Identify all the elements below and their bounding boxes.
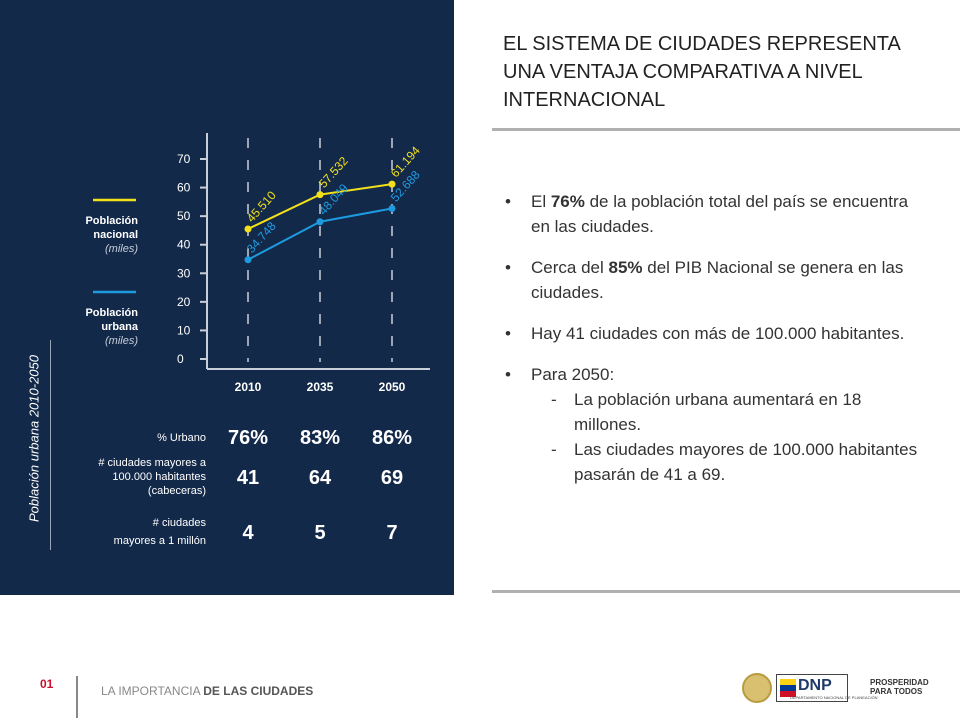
table-row-label: (cabeceras) [148,485,206,497]
dnp-logo-subtitle: DEPARTAMENTO NACIONAL DE PLANEACIÓN [790,695,878,700]
data-label: 34.748 [244,219,279,256]
data-point [388,180,396,188]
data-point [388,204,396,212]
page-number: 01 [40,677,54,691]
legend-label: Población [85,215,138,227]
prosperidad-logo-line1: PROSPERIDAD [870,678,929,687]
y-tick-label: 0 [177,352,184,366]
data-point [316,191,324,199]
table-value: 69 [381,467,403,489]
data-point [244,256,252,264]
table-row-label: mayores a 1 millón [114,535,206,547]
bullet-2050: Para 2050: La población urbana aumentará… [505,362,925,487]
y-tick-label: 20 [177,295,191,309]
bullet-text: Para 2050: [531,365,615,384]
y-tick-label: 50 [177,209,191,223]
bullet-text: de la población total del país se encuen… [531,192,909,236]
bullet-highlight: 85% [608,258,643,277]
sub-list: La población urbana aumentará en 18 mill… [531,387,925,487]
section-name: LA IMPORTANCIA DE LAS CIUDADES [101,684,313,698]
legend-label: nacional [93,229,138,241]
x-tick-label: 2010 [235,380,262,394]
y-tick-label: 30 [177,266,191,280]
table-value: 76% [228,427,268,449]
y-tick-label: 10 [177,323,191,337]
footer-divider [76,676,78,718]
chart-panel [0,0,454,595]
side-label-divider [50,340,51,550]
sub-bullet-cities-growth: Las ciudades mayores de 100.000 habitant… [531,437,925,487]
table-value: 86% [372,427,412,449]
legend-unit: (miles) [105,335,138,347]
table-row-label: 100.000 habitantes [112,471,206,483]
dnp-logo [776,674,848,702]
section-bold: DE LAS CIUDADES [203,684,314,698]
data-label: 45.510 [244,188,279,225]
bullet-text: El [531,192,551,211]
x-tick-label: 2035 [307,380,334,394]
data-point [244,225,252,233]
section-prefix: LA IMPORTANCIA [101,684,204,698]
bullet-urban-share: El 76% de la población total del país se… [505,189,925,239]
data-point [316,218,324,226]
table-row-label: # ciudades mayores a [98,457,206,469]
y-tick-label: 60 [177,181,191,195]
bullet-list: El 76% de la población total del país se… [505,189,925,487]
colombia-flag-icon [780,679,796,697]
x-tick-label: 2050 [379,380,406,394]
y-tick-label: 70 [177,152,191,166]
data-label: 57.532 [316,154,351,191]
table-row-label: % Urbano [157,432,206,444]
y-tick-label: 40 [177,238,191,252]
bullet-cities-count: Hay 41 ciudades con más de 100.000 habit… [505,321,925,346]
page-title: EL SISTEMA DE CIUDADES REPRESENTA UNA VE… [503,33,900,111]
legend-label: urbana [101,321,139,333]
bullet-text: del PIB Nacional se genera en las ciudad… [531,258,904,302]
dnp-logo-text: DNP [798,677,832,694]
prosperidad-logo-line2: PARA TODOS [870,687,923,696]
table-value: 7 [386,522,397,544]
table-value: 83% [300,427,340,449]
title-divider [492,128,960,131]
coat-of-arms-icon [742,673,772,703]
table-row-label: # ciudades [153,517,207,529]
bullet-gdp-share: Cerca del 85% del PIB Nacional se genera… [505,255,925,305]
legend-label: Población [85,307,138,319]
legend-unit: (miles) [105,243,138,255]
table-value: 4 [242,522,254,544]
bullet-text: Cerca del [531,258,609,277]
table-value: 41 [237,467,259,489]
sub-bullet-urban-growth: La población urbana aumentará en 18 mill… [531,387,925,437]
bullet-highlight: 76% [550,192,585,211]
table-value: 64 [309,467,332,489]
content-divider [492,590,960,593]
prosperidad-logo: PROSPERIDAD PARA TODOS [870,678,929,696]
table-value: 5 [314,522,325,544]
